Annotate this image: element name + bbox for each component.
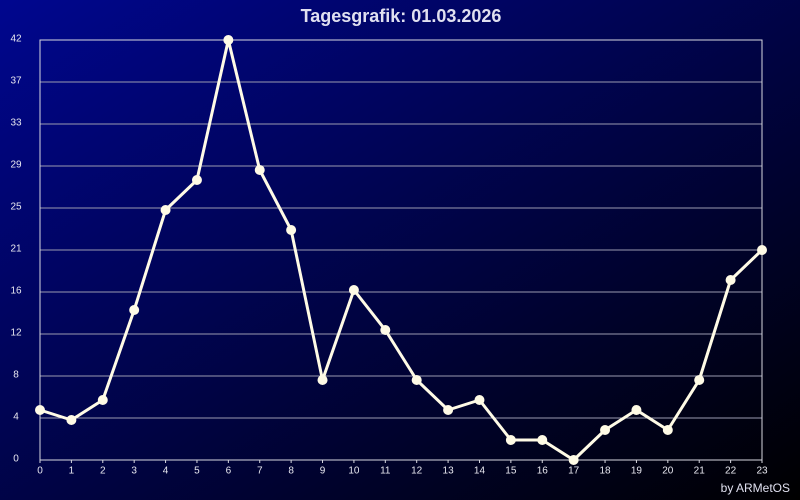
x-tick-label: 18: [599, 466, 611, 477]
x-tick-label: 17: [568, 466, 580, 477]
x-tick-label: 11: [380, 466, 391, 477]
data-point: [443, 405, 454, 415]
y-tick-label: 0: [13, 454, 19, 465]
data-point: [286, 225, 297, 235]
x-tick-label: 13: [443, 466, 455, 477]
data-point: [223, 35, 234, 45]
x-tick-label: 5: [194, 466, 200, 477]
x-tick-label: 14: [474, 466, 486, 477]
y-tick-label: 8: [13, 370, 19, 381]
x-tick-label: 10: [348, 466, 360, 477]
x-tick-label: 2: [100, 466, 106, 477]
data-point: [600, 425, 611, 435]
data-point: [537, 435, 548, 445]
x-tick-label: 12: [411, 466, 423, 477]
data-point: [505, 435, 516, 445]
data-point: [757, 245, 767, 255]
x-tick-label: 1: [69, 466, 75, 477]
data-point: [662, 425, 673, 435]
x-tick-label: 21: [694, 466, 706, 477]
y-tick-label: 21: [10, 244, 22, 255]
x-tick-label: 9: [320, 466, 326, 477]
data-point: [631, 405, 642, 415]
y-tick-label: 25: [10, 202, 22, 213]
y-tick-label: 16: [10, 286, 22, 297]
x-tick-label: 19: [631, 466, 643, 477]
chart-title: Tagesgrafik: 01.03.2026: [301, 6, 502, 26]
data-point: [725, 275, 736, 285]
y-tick-label: 42: [10, 34, 22, 45]
y-tick-label: 37: [10, 76, 22, 87]
x-tick-label: 15: [505, 466, 517, 477]
data-point: [35, 405, 45, 415]
x-tick-label: 8: [288, 466, 294, 477]
y-tick-label: 4: [13, 412, 19, 423]
series-line: [39, 38, 764, 462]
credit: by ARMetOS: [721, 481, 790, 495]
x-tick-label: 16: [537, 466, 549, 477]
data-point: [129, 305, 140, 315]
x-tick-label: 7: [257, 466, 263, 477]
x-tick-label: 3: [131, 466, 137, 477]
y-tick-label: 33: [10, 118, 22, 129]
data-point: [66, 415, 77, 425]
x-tick-label: 4: [163, 466, 169, 477]
data-point: [317, 375, 328, 385]
data-point: [254, 165, 265, 175]
x-tick-label: 22: [725, 466, 737, 477]
data-point: [411, 375, 422, 385]
data-point: [380, 325, 391, 335]
data-point: [348, 285, 359, 295]
data-point: [474, 395, 485, 405]
x-tick-label: 6: [226, 466, 232, 477]
x-tick-label: 20: [662, 466, 674, 477]
data-point: [694, 375, 705, 385]
data-point: [191, 175, 202, 185]
data-point: [97, 395, 108, 405]
y-tick-label: 12: [10, 328, 22, 339]
x-tick-label: 0: [37, 466, 43, 477]
data-point: [568, 455, 579, 465]
x-tick-label: 23: [756, 466, 768, 477]
data-point: [160, 205, 171, 215]
y-tick-label: 29: [10, 160, 22, 171]
